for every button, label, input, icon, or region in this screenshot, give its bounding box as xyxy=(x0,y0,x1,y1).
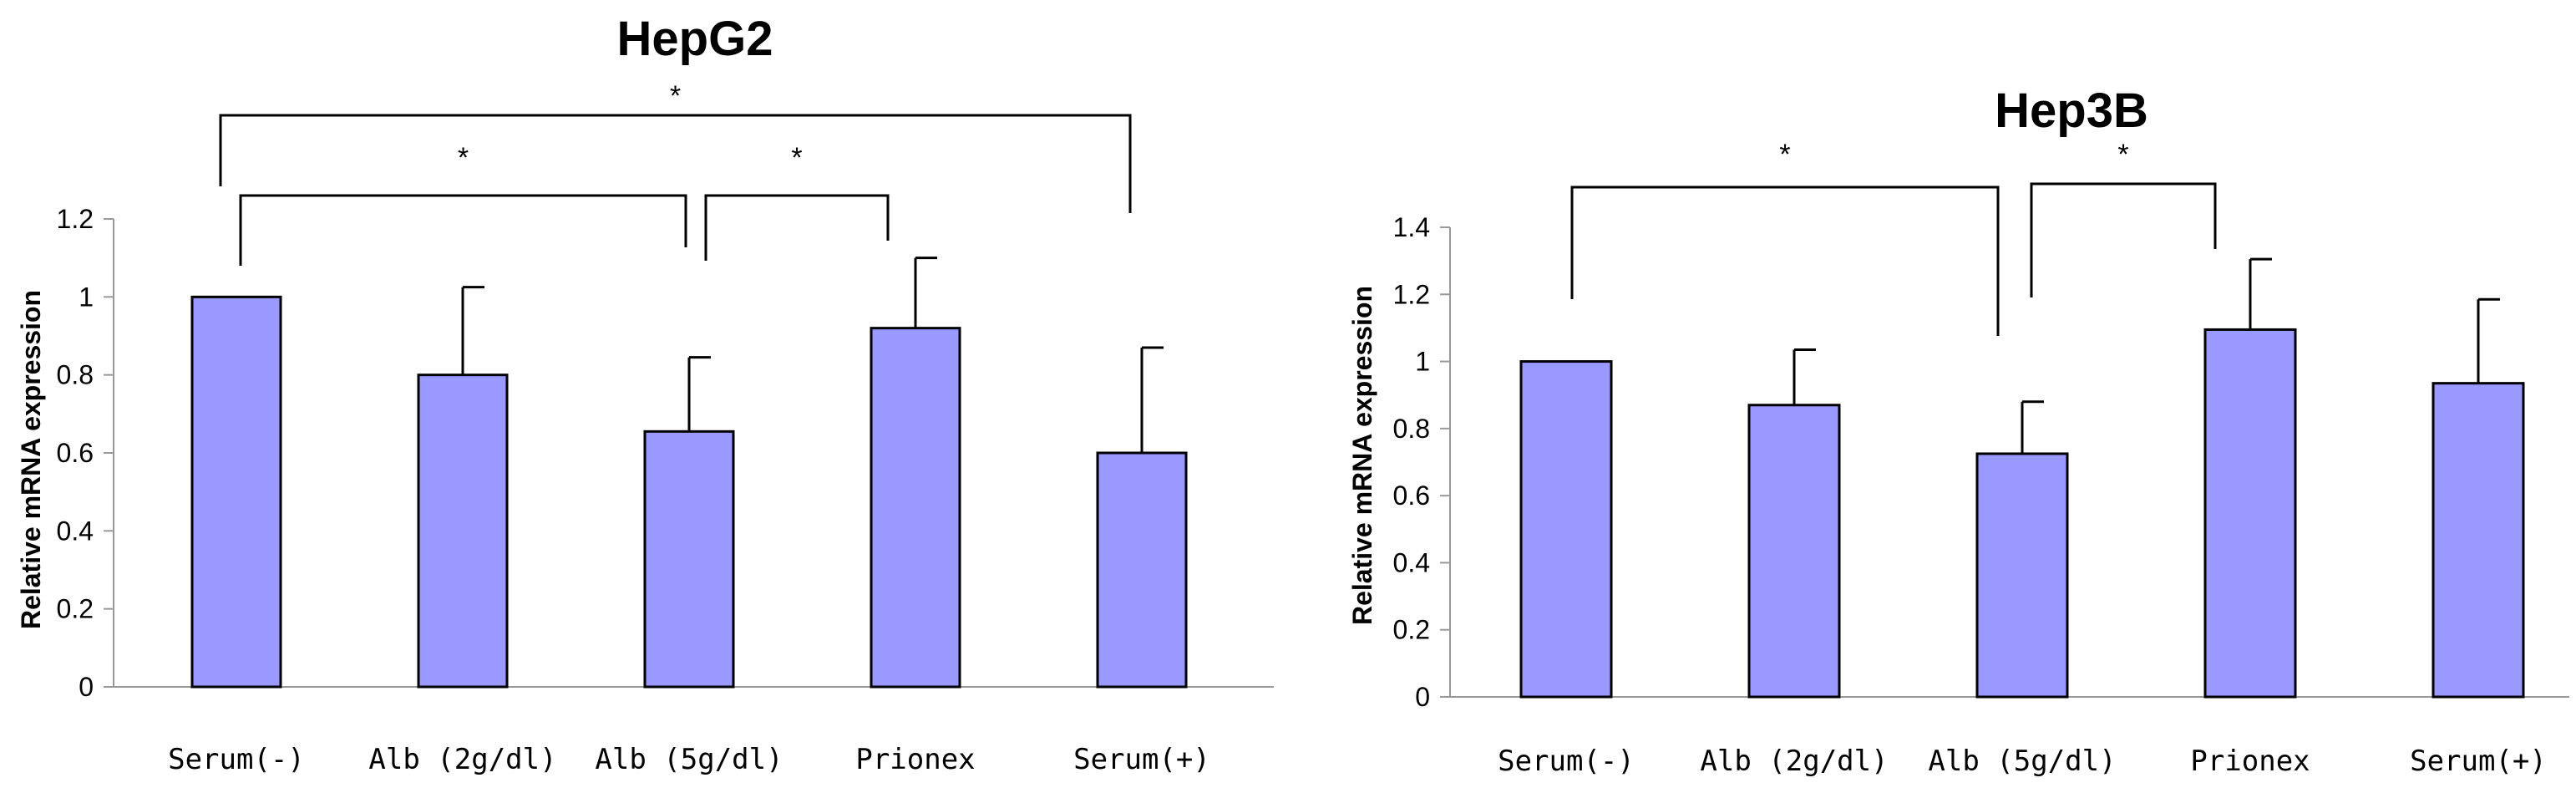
y-tick-label: 1.2 xyxy=(1393,279,1430,309)
y-tick-label: 0.6 xyxy=(1393,480,1430,511)
y-tick-label: 0 xyxy=(79,672,94,702)
y-tick-label: 0.8 xyxy=(57,360,94,390)
y-tick-label: 1.4 xyxy=(1393,212,1430,242)
chart-hep3b: Hep3B Relative mRNA expression 0 0.2 0.4 0.… xyxy=(1347,84,2569,778)
x-category-label: Serum(+) xyxy=(2410,745,2547,778)
bar xyxy=(1975,452,2069,699)
bar xyxy=(2431,382,2525,699)
bar xyxy=(190,295,282,689)
chart-hepg2: HepG2 Relative mRNA expression 0 0.2 0.4 0.… xyxy=(16,12,1274,776)
bar xyxy=(417,374,509,689)
bar xyxy=(1096,451,1188,689)
x-category-label: Serum(+) xyxy=(1073,743,1210,776)
significance-star: * xyxy=(791,142,802,174)
y-tick-label: 0.6 xyxy=(57,438,94,468)
y-tick-label: 1 xyxy=(79,282,94,312)
y-axis-label: Relative mRNA expression xyxy=(1347,286,1377,625)
y-tick-label: 0.2 xyxy=(57,594,94,624)
x-category-label: Prionex xyxy=(2190,745,2310,778)
significance-bracket xyxy=(239,194,687,266)
x-category-label: Alb (2g/dl) xyxy=(1700,745,1888,778)
significance-star: * xyxy=(458,142,469,174)
bar xyxy=(643,430,735,689)
y-tick-label: 0.2 xyxy=(1393,615,1430,645)
chart-title: Hep3B xyxy=(1995,84,2148,138)
y-tick-label: 1 xyxy=(1415,347,1430,377)
significance-bracket xyxy=(2030,182,2217,297)
significance-bracket xyxy=(1570,186,2000,336)
chart-title: HepG2 xyxy=(617,12,773,66)
x-category-label: Serum(-) xyxy=(168,743,305,776)
x-category-label: Prionex xyxy=(855,743,975,776)
y-tick-label: 0.4 xyxy=(57,516,94,546)
x-category-label: Alb (5g/dl) xyxy=(595,743,783,776)
y-tick-label: 0.4 xyxy=(1393,547,1430,577)
bar xyxy=(1747,404,1841,699)
bar xyxy=(1519,360,1613,699)
significance-star: * xyxy=(670,80,681,112)
bar xyxy=(2203,328,2297,699)
y-tick-label: 0 xyxy=(1415,682,1430,712)
significance-star: * xyxy=(2117,139,2128,170)
x-category-label: Alb (5g/dl) xyxy=(1928,745,2116,778)
bar xyxy=(870,327,961,689)
significance-bracket xyxy=(704,194,890,261)
y-tick-label: 0.8 xyxy=(1393,414,1430,444)
significance-star: * xyxy=(1779,139,1790,170)
y-tick-label: 1.2 xyxy=(57,204,94,234)
x-category-label: Serum(-) xyxy=(1498,745,1635,778)
y-axis-label: Relative mRNA expression xyxy=(16,290,46,629)
significance-bracket xyxy=(219,114,1132,213)
x-category-label: Alb (2g/dl) xyxy=(368,743,556,776)
